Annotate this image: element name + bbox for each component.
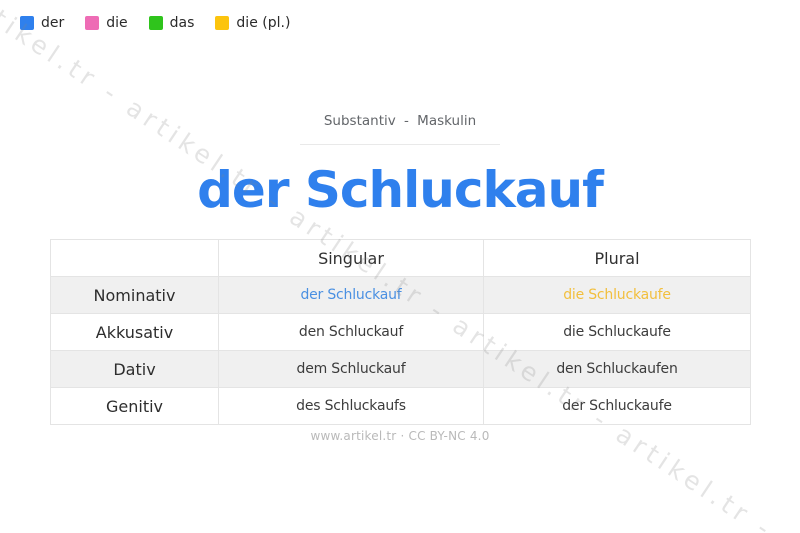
word-dativ-plural: den Schluckaufen: [483, 350, 751, 388]
declension-table: Singular Plural Nominativ der Schluckauf…: [50, 239, 751, 425]
column-header-singular: Singular: [218, 239, 484, 277]
article-color-legend: der die das die (pl.): [20, 15, 290, 31]
case-label-dativ: Dativ: [50, 350, 219, 388]
legend-label-der: der: [41, 15, 65, 31]
word-genitiv-plural: der Schluckaufe: [483, 387, 751, 425]
table-header-row: Singular Plural: [50, 239, 751, 277]
das-color-swatch: [148, 16, 163, 30]
column-header-plural: Plural: [483, 239, 751, 277]
page-title: der Schluckauf: [197, 161, 604, 219]
case-label-akkusativ: Akkusativ: [50, 313, 219, 351]
word-akkusativ-singular: den Schluckauf: [218, 313, 484, 351]
word-genitiv-singular: des Schluckaufs: [218, 387, 484, 425]
noun-category-label: Substantiv - Maskulin: [300, 113, 500, 145]
word-nominativ-singular: der Schluckauf: [218, 276, 484, 314]
word-dativ-singular: dem Schluckauf: [218, 350, 484, 388]
table-row-akkusativ: Akkusativ den Schluckauf die Schluckaufe: [50, 313, 751, 351]
die-plural-color-swatch: [215, 16, 230, 30]
table-row-nominativ: Nominativ der Schluckauf die Schluckaufe: [50, 276, 751, 314]
table-row-dativ: Dativ dem Schluckauf den Schluckaufen: [50, 350, 751, 388]
word-akkusativ-plural: die Schluckaufe: [483, 313, 751, 351]
case-label-nominativ: Nominativ: [50, 276, 219, 314]
legend-item-das[interactable]: das: [148, 15, 195, 31]
site-attribution: www.artikel.tr · CC BY-NC 4.0: [310, 429, 490, 443]
legend-label-die: die: [106, 15, 128, 31]
table-row-genitiv: Genitiv des Schluckaufs der Schluckaufe: [50, 387, 751, 425]
der-color-swatch: [20, 16, 34, 30]
legend-label-die-plural: die (pl.): [236, 15, 291, 31]
legend-item-die-plural[interactable]: die (pl.): [215, 15, 290, 31]
legend-label-das: das: [169, 15, 195, 31]
die-color-swatch: [85, 16, 100, 30]
heading-block: Substantiv - Maskulin der Schluckauf: [0, 113, 800, 216]
word-nominativ-plural: die Schluckaufe: [483, 276, 751, 314]
corner-cell: [50, 239, 219, 277]
legend-item-die[interactable]: die: [85, 15, 128, 31]
legend-item-der[interactable]: der: [20, 15, 64, 31]
case-label-genitiv: Genitiv: [50, 387, 219, 425]
